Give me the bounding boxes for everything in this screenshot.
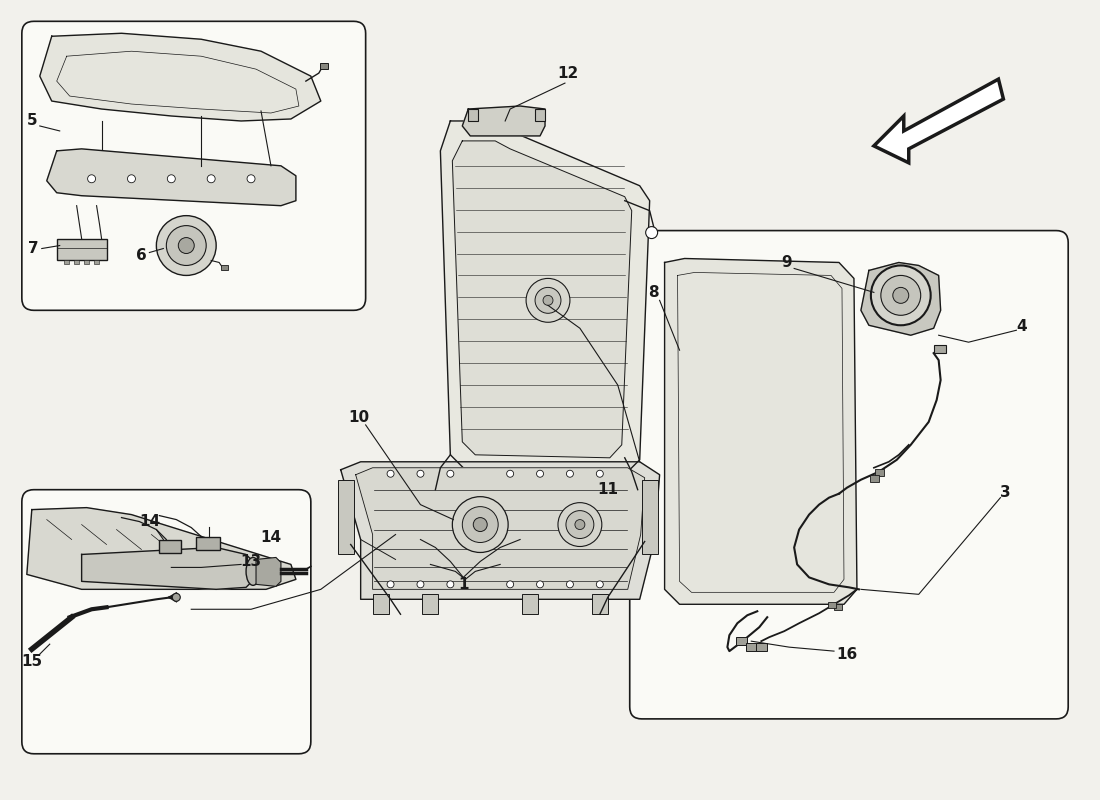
Bar — [828, 602, 836, 608]
Bar — [74, 261, 78, 265]
Circle shape — [452, 497, 508, 553]
Polygon shape — [40, 34, 321, 121]
Polygon shape — [47, 149, 296, 206]
Circle shape — [167, 174, 175, 182]
Circle shape — [173, 594, 180, 602]
Bar — [196, 537, 220, 550]
Bar — [757, 643, 767, 651]
Polygon shape — [664, 258, 857, 604]
Text: 14: 14 — [261, 530, 282, 545]
Circle shape — [596, 470, 603, 478]
Text: 1: 1 — [458, 577, 469, 592]
Bar — [422, 594, 439, 614]
Text: 10: 10 — [348, 410, 370, 426]
Text: 8: 8 — [648, 285, 659, 300]
Text: 5: 5 — [26, 114, 37, 129]
Text: 3: 3 — [1000, 485, 1011, 500]
Circle shape — [565, 510, 594, 538]
Polygon shape — [440, 121, 650, 474]
Circle shape — [537, 581, 543, 588]
Bar — [736, 637, 747, 645]
Circle shape — [543, 295, 553, 306]
Polygon shape — [641, 480, 658, 554]
Text: 13: 13 — [241, 554, 262, 569]
Text: 11: 11 — [597, 482, 618, 497]
Circle shape — [417, 581, 424, 588]
Circle shape — [596, 581, 603, 588]
Bar — [522, 594, 538, 614]
Polygon shape — [535, 109, 544, 121]
Bar — [94, 261, 99, 265]
Polygon shape — [26, 508, 296, 590]
Bar — [592, 594, 608, 614]
Polygon shape — [452, 141, 631, 458]
Circle shape — [871, 266, 931, 326]
Circle shape — [166, 226, 206, 266]
Circle shape — [178, 238, 195, 254]
Circle shape — [447, 581, 454, 588]
Circle shape — [566, 470, 573, 478]
Bar — [834, 604, 842, 610]
Bar — [64, 261, 68, 265]
Ellipse shape — [246, 558, 260, 586]
Polygon shape — [462, 106, 544, 136]
Circle shape — [566, 581, 573, 588]
Bar — [84, 261, 89, 265]
Circle shape — [535, 287, 561, 314]
Polygon shape — [355, 468, 645, 590]
Circle shape — [417, 470, 424, 478]
Circle shape — [387, 581, 394, 588]
Text: 4: 4 — [1016, 318, 1026, 334]
Circle shape — [526, 278, 570, 322]
Circle shape — [462, 506, 498, 542]
Circle shape — [507, 470, 514, 478]
Bar — [870, 474, 879, 482]
Bar — [221, 266, 228, 270]
Text: 15: 15 — [21, 654, 43, 669]
Text: 14: 14 — [139, 514, 159, 529]
Bar — [934, 345, 946, 353]
Text: 7: 7 — [29, 241, 40, 256]
Text: 6: 6 — [136, 248, 146, 263]
Text: 16: 16 — [836, 646, 858, 662]
Circle shape — [893, 287, 909, 303]
Circle shape — [575, 519, 585, 530]
Polygon shape — [341, 462, 660, 599]
Circle shape — [881, 275, 921, 315]
Circle shape — [537, 470, 543, 478]
Polygon shape — [81, 547, 256, 590]
Bar — [160, 539, 182, 554]
Circle shape — [507, 581, 514, 588]
Bar — [373, 594, 388, 614]
Polygon shape — [469, 109, 478, 121]
Text: 12: 12 — [558, 66, 579, 81]
Circle shape — [248, 174, 255, 182]
FancyBboxPatch shape — [629, 230, 1068, 719]
Circle shape — [447, 470, 454, 478]
Circle shape — [156, 216, 217, 275]
FancyBboxPatch shape — [22, 490, 311, 754]
Circle shape — [646, 226, 658, 238]
Circle shape — [128, 174, 135, 182]
Circle shape — [88, 174, 96, 182]
FancyBboxPatch shape — [22, 22, 365, 310]
Bar — [57, 238, 107, 261]
Bar — [320, 63, 328, 69]
Circle shape — [387, 470, 394, 478]
Polygon shape — [861, 262, 940, 335]
Text: 9: 9 — [781, 255, 792, 270]
Bar — [874, 469, 883, 476]
Circle shape — [473, 518, 487, 531]
Polygon shape — [256, 558, 280, 586]
Circle shape — [558, 502, 602, 546]
Bar — [746, 643, 757, 651]
Polygon shape — [338, 480, 354, 554]
Circle shape — [207, 174, 216, 182]
Polygon shape — [873, 79, 1003, 163]
